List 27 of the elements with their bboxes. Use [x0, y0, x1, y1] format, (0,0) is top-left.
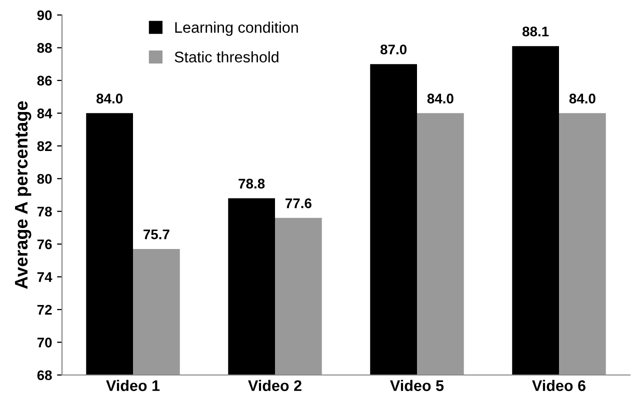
- y-tick-label: 68: [37, 370, 52, 380]
- y-tick-label: 78: [37, 206, 52, 217]
- data-label: 75.7: [144, 230, 170, 240]
- y-tick-label: 88: [37, 43, 52, 53]
- y-tick-label: 82: [37, 141, 52, 152]
- data-label: 78.8: [238, 178, 265, 189]
- y-axis-title: Average A percentage: [15, 101, 32, 289]
- x-tick-label: Video 1: [106, 380, 160, 392]
- y-tick-label: 84: [37, 108, 52, 118]
- data-label: 88.1: [522, 26, 549, 36]
- y-tick-label: 86: [37, 76, 52, 86]
- x-tick-label: Video 2: [248, 380, 302, 392]
- y-tick-label: 72: [37, 304, 52, 315]
- y-tick-label: 74: [37, 272, 52, 282]
- x-tick-label: Video 6: [532, 380, 586, 392]
- legend-label: Learning condition: [175, 22, 298, 36]
- data-label: 84.0: [427, 94, 454, 104]
- y-tick-label: 80: [37, 174, 52, 184]
- data-label: 77.6: [286, 198, 312, 208]
- x-tick-label: Video 5: [390, 380, 444, 392]
- data-label: 84.0: [569, 94, 596, 104]
- y-tick-label: 90: [37, 10, 52, 20]
- y-tick-label: 70: [37, 338, 52, 348]
- y-tick-label: 76: [37, 239, 52, 250]
- data-label: 87.0: [380, 44, 407, 54]
- data-label: 84.0: [96, 94, 123, 104]
- legend-label: Static threshold: [174, 51, 278, 62]
